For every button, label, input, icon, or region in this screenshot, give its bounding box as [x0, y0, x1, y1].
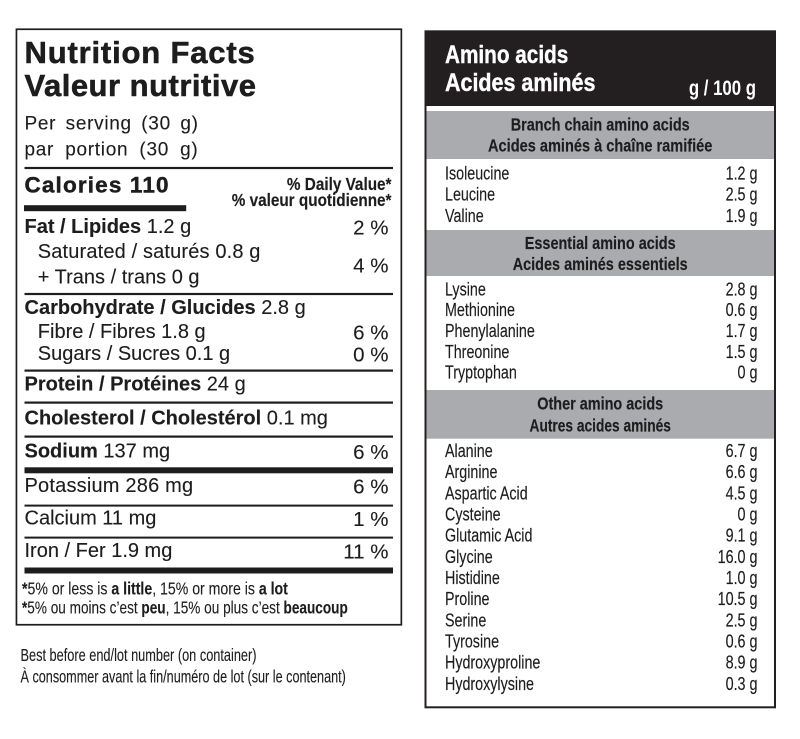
svg-text:Amino acids: Amino acids	[445, 40, 568, 68]
svg-text:À consommer avant la fin/numér: À consommer avant la fin/numéro de lot (…	[21, 668, 346, 687]
svg-text:Acides aminés essentiels: Acides aminés essentiels	[513, 256, 688, 274]
svg-text:Arginine: Arginine	[445, 461, 497, 482]
svg-text:par portion (30 g): par portion (30 g)	[25, 140, 199, 161]
svg-text:1.5 g: 1.5 g	[726, 341, 758, 362]
svg-text:Calcium 11 mg: Calcium 11 mg	[25, 508, 157, 530]
svg-text:Valeur nutritive: Valeur nutritive	[25, 68, 257, 103]
svg-text:Other amino acids: Other amino acids	[537, 395, 663, 413]
svg-text:Fat / Lipides 1.2 g: Fat / Lipides 1.2 g	[25, 216, 192, 238]
svg-text:Threonine: Threonine	[445, 341, 509, 362]
svg-text:*5% ou moins c’est peu, 15% ou: *5% ou moins c’est peu, 15% ou plus c’es…	[22, 599, 348, 618]
svg-text:Fibre / Fibres 1.8 g: Fibre / Fibres 1.8 g	[38, 321, 206, 343]
svg-text:6.6 g: 6.6 g	[726, 461, 758, 482]
svg-text:Tyrosine: Tyrosine	[445, 631, 499, 652]
svg-text:6 %: 6 %	[353, 322, 388, 345]
svg-text:6 %: 6 %	[353, 476, 388, 499]
svg-text:Isoleucine: Isoleucine	[445, 163, 509, 184]
svg-text:0 g: 0 g	[738, 362, 758, 383]
svg-text:% valeur quotidienne*: % valeur quotidienne*	[232, 190, 392, 210]
svg-text:% Daily Value*: % Daily Value*	[287, 174, 392, 194]
svg-text:Hydroxyproline: Hydroxyproline	[445, 652, 540, 673]
svg-text:Calories 110: Calories 110	[25, 173, 170, 198]
svg-text:Lysine: Lysine	[445, 278, 486, 299]
svg-text:0.6 g: 0.6 g	[726, 631, 758, 652]
svg-text:*5% or less is a little, 15% o: *5% or less is a little, 15% or more is …	[22, 580, 289, 599]
svg-text:6 %: 6 %	[353, 441, 388, 464]
svg-text:Alanine: Alanine	[445, 440, 493, 461]
svg-text:Protein / Protéines 24 g: Protein / Protéines 24 g	[25, 373, 246, 395]
svg-text:11 %: 11 %	[343, 541, 388, 564]
svg-text:Essential amino acids: Essential amino acids	[525, 235, 676, 253]
svg-text:16.0 g: 16.0 g	[718, 546, 758, 567]
svg-text:8.9 g: 8.9 g	[726, 652, 758, 673]
svg-text:Glycine: Glycine	[445, 546, 493, 567]
svg-text:Potassium 286 mg: Potassium 286 mg	[25, 475, 194, 497]
svg-text:Leucine: Leucine	[445, 184, 495, 205]
svg-text:Valine: Valine	[445, 205, 484, 226]
svg-text:Sugars / Sucres 0.1 g: Sugars / Sucres 0.1 g	[38, 343, 230, 365]
svg-text:Acides aminés à chaîne ramifié: Acides aminés à chaîne ramifiée	[488, 137, 712, 155]
svg-text:Carbohydrate / Glucides 2.8 g: Carbohydrate / Glucides 2.8 g	[25, 297, 306, 319]
svg-text:Methionine: Methionine	[445, 299, 515, 320]
svg-text:Sodium 137 mg: Sodium 137 mg	[25, 440, 171, 462]
svg-text:2 %: 2 %	[353, 217, 388, 240]
svg-text:Per serving (30 g): Per serving (30 g)	[25, 113, 199, 134]
svg-text:Autres acides aminés: Autres acides aminés	[530, 417, 672, 436]
svg-text:1.2 g: 1.2 g	[726, 163, 758, 184]
svg-text:2.8 g: 2.8 g	[726, 278, 758, 299]
svg-text:Phenylalanine: Phenylalanine	[445, 320, 535, 341]
svg-text:Cholesterol / Cholestérol 0.1: Cholesterol / Cholestérol 0.1 mg	[25, 407, 328, 429]
svg-text:Tryptophan: Tryptophan	[445, 362, 517, 383]
svg-text:1.9 g: 1.9 g	[726, 205, 758, 226]
svg-text:4 %: 4 %	[353, 254, 388, 277]
svg-text:+ Trans / trans 0 g: + Trans / trans 0 g	[38, 266, 200, 288]
svg-text:10.5 g: 10.5 g	[718, 588, 758, 609]
svg-text:Glutamic Acid: Glutamic Acid	[445, 525, 532, 546]
svg-text:Acides aminés: Acides aminés	[445, 69, 595, 97]
svg-text:0.6 g: 0.6 g	[726, 299, 758, 320]
svg-text:Branch chain amino acids: Branch chain amino acids	[511, 116, 690, 134]
svg-text:Iron / Fer 1.9 mg: Iron / Fer 1.9 mg	[25, 540, 173, 562]
svg-text:Best before end/lot number (on: Best before end/lot number (on container…	[21, 646, 257, 665]
svg-text:6.7 g: 6.7 g	[726, 440, 758, 461]
svg-text:2.5 g: 2.5 g	[726, 609, 758, 630]
svg-text:1 %: 1 %	[353, 508, 388, 531]
svg-text:g / 100 g: g / 100 g	[689, 78, 756, 101]
svg-text:2.5 g: 2.5 g	[726, 184, 758, 205]
svg-text:1.7 g: 1.7 g	[726, 320, 758, 341]
svg-text:1.0 g: 1.0 g	[726, 567, 758, 588]
svg-text:Nutrition Facts: Nutrition Facts	[25, 35, 256, 70]
svg-text:Histidine: Histidine	[445, 567, 500, 588]
svg-text:Proline: Proline	[445, 588, 490, 609]
svg-text:Saturated / saturés 0.8 g: Saturated / saturés 0.8 g	[38, 241, 261, 263]
svg-text:Hydroxylysine: Hydroxylysine	[445, 673, 534, 694]
svg-text:Cysteine: Cysteine	[445, 504, 501, 525]
svg-text:0.3 g: 0.3 g	[726, 673, 758, 694]
svg-text:Aspartic Acid: Aspartic Acid	[445, 482, 528, 503]
svg-text:4.5 g: 4.5 g	[726, 482, 758, 503]
svg-text:0 %: 0 %	[353, 344, 388, 367]
svg-text:9.1 g: 9.1 g	[726, 525, 758, 546]
svg-text:Serine: Serine	[445, 609, 486, 630]
svg-text:0 g: 0 g	[738, 504, 758, 525]
